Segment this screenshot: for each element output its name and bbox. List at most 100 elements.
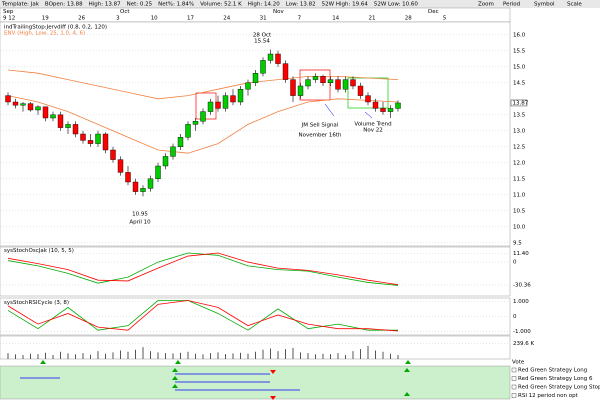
candle-body — [275, 53, 281, 64]
candle-body — [147, 178, 154, 189]
annotation: Volume Trend — [354, 122, 391, 128]
month-label: Dec — [428, 9, 439, 15]
highlight-box — [299, 69, 331, 101]
toolbar-button: Period — [503, 2, 520, 8]
candle-body — [297, 85, 304, 96]
day-label: 3 — [116, 16, 120, 22]
candle-body — [177, 136, 184, 147]
panel-title: sysStochOscJak (10, 5, 5) — [4, 248, 74, 254]
vote-label: Vote — [512, 360, 525, 366]
candle-body — [380, 108, 386, 112]
y-tick-label: 0 — [513, 314, 517, 320]
header-item: BOpen: 13.88 — [45, 2, 83, 8]
strategy-toggle — [511, 393, 517, 398]
candle-body — [155, 165, 161, 180]
day-label: 28 — [405, 16, 412, 22]
candle-body — [95, 133, 101, 144]
candle-body — [65, 124, 71, 128]
strategy-toggle — [511, 376, 517, 381]
header-item: Volume: 52.1 K — [200, 2, 242, 8]
y-tick-label: -1.000 — [513, 329, 531, 335]
indicator-line — [7, 252, 399, 286]
candle-body — [20, 103, 26, 106]
y-tick-label: 14.5 — [513, 80, 526, 86]
y-tick-label: 10.5 — [513, 208, 526, 214]
candle-body — [222, 95, 229, 109]
day-label: 19 — [42, 16, 49, 22]
annotation: April 10 — [129, 220, 151, 226]
y-tick-label: -30.36 — [513, 282, 531, 288]
y-tick-label: 12.0 — [513, 160, 526, 166]
day-label: 24 — [223, 16, 230, 22]
y-tick-label: 11.0 — [513, 192, 526, 198]
y-tick-label: 10.0 — [513, 224, 526, 230]
osc-panel — [0, 246, 511, 297]
candle-body — [125, 172, 131, 183]
day-label: 7 — [298, 16, 302, 22]
indicator-line — [7, 300, 399, 332]
y-tick-label: 15.5 — [513, 48, 526, 54]
annotation: 15.54 — [254, 39, 270, 45]
envelope-line — [7, 95, 399, 154]
candle-body — [27, 103, 34, 111]
header-item: Net%: 1.84% — [158, 2, 194, 8]
candle-body — [260, 60, 266, 74]
candle-body — [200, 111, 206, 122]
header-item: High: 13.87 — [89, 2, 121, 8]
candle-body — [185, 124, 191, 138]
arrow — [364, 111, 373, 119]
candle-body — [335, 79, 341, 90]
day-label: 21 — [369, 16, 376, 22]
arrow — [324, 103, 335, 117]
candle-body — [215, 101, 221, 109]
candle-body — [365, 95, 371, 103]
header-item: Net: 0.25 — [127, 2, 153, 8]
y-tick-label: 239.6 K — [513, 341, 534, 347]
candle-body — [245, 82, 251, 90]
candle-body — [267, 53, 274, 61]
candle-body — [252, 72, 259, 83]
day-label: 10 — [151, 16, 158, 22]
header-item: Template: Jak — [1, 2, 40, 8]
indicator-name: ENV (High, Low, 25, 1.0, 4, 6) — [4, 31, 85, 37]
strategy-label: Red Green Strategy Long — [518, 368, 587, 374]
day-label: 31 — [260, 16, 267, 22]
month-label: Oct — [120, 9, 130, 15]
y-tick-label: 11.40 — [513, 251, 529, 257]
candle-body — [327, 79, 334, 83]
candle-body — [170, 146, 176, 157]
y-tick-label: 0 — [513, 260, 517, 266]
candle-body — [372, 101, 379, 109]
candle-body — [110, 149, 116, 160]
candle-body — [102, 133, 109, 151]
candle-body — [350, 79, 356, 87]
strategy-label: Red Green Strategy Long Stop — [518, 385, 600, 391]
header-item: 52W High: 19.64 — [322, 2, 369, 8]
candle-body — [230, 95, 236, 103]
toolbar-button: Scale — [567, 2, 582, 8]
candle-body — [282, 63, 289, 80]
candle-body — [207, 101, 214, 112]
strategy-toggle — [511, 367, 517, 373]
annotation: 28 Oct — [253, 33, 272, 39]
annotation: JM Sell Signal — [301, 123, 339, 129]
candle-body — [387, 108, 394, 112]
y-tick-label: 1.000 — [513, 299, 529, 305]
candle-body — [35, 106, 41, 111]
y-tick-label: 13.5 — [513, 112, 526, 118]
day-label: 17 — [187, 16, 194, 22]
panel-title: sysStochRSICycle (3, 8) — [4, 300, 69, 306]
y-tick-label: 15.0 — [513, 64, 526, 70]
day-label: 26 — [78, 16, 85, 22]
toolbar-button: Zoom — [478, 2, 494, 8]
candle-body — [162, 156, 169, 167]
strategy-panel — [0, 365, 511, 400]
annotation: Nov 22 — [363, 128, 382, 134]
candle-body — [12, 101, 19, 106]
candle-body — [395, 102, 401, 109]
candle-body — [320, 76, 326, 84]
candle-body — [87, 140, 94, 144]
candle-body — [140, 188, 146, 192]
